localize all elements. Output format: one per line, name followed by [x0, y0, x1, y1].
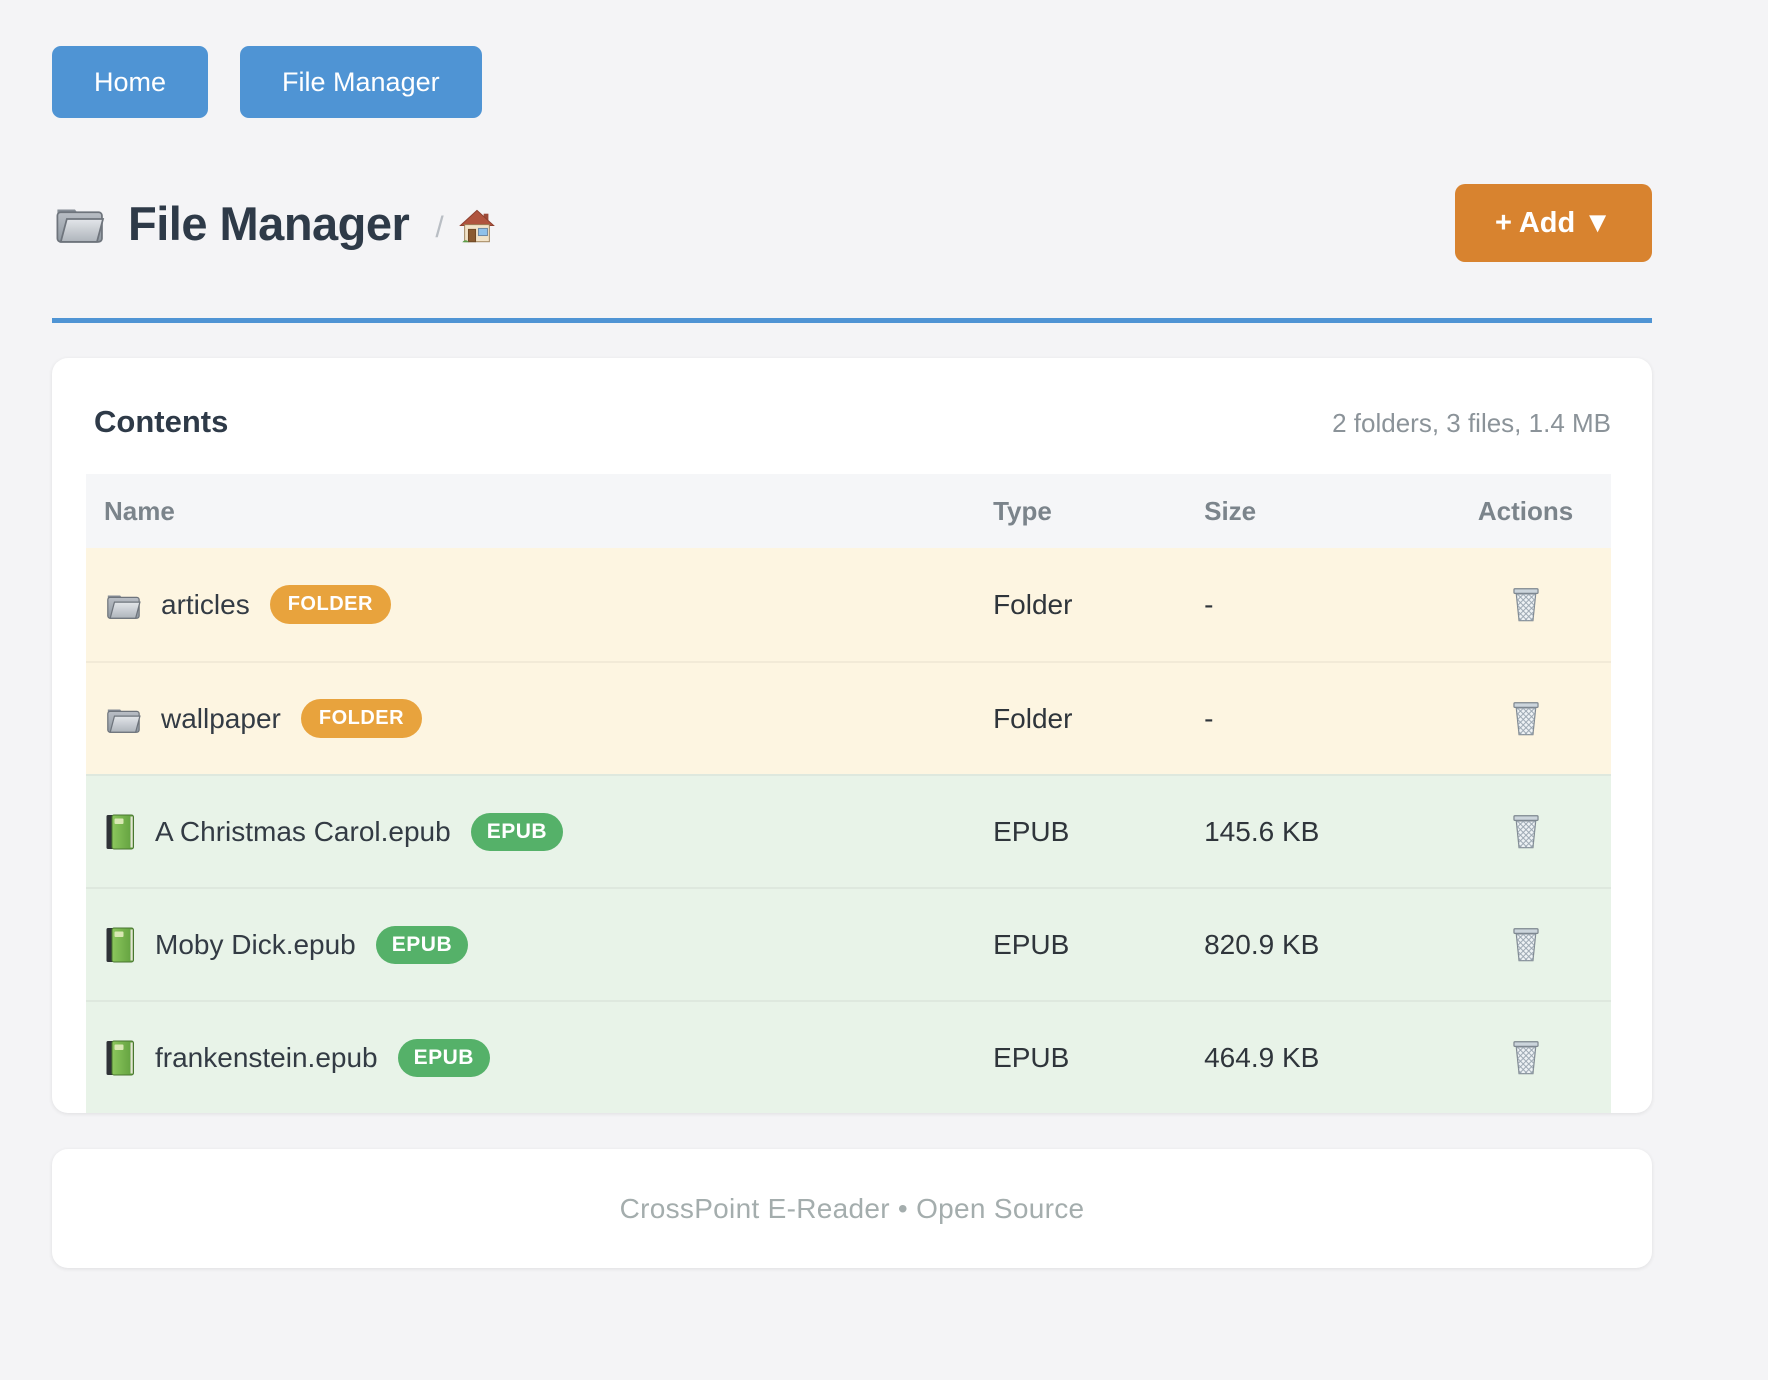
table-header-row: Name Type Size Actions — [86, 474, 1611, 548]
column-header-size: Size — [1204, 495, 1257, 526]
name-cell: articles FOLDER — [86, 585, 975, 624]
trash-icon — [1509, 700, 1543, 737]
delete-button[interactable] — [1505, 922, 1547, 967]
name-cell: A Christmas Carol.epub EPUB — [86, 812, 975, 851]
actions-cell — [1440, 696, 1611, 742]
size-cell: - — [1204, 702, 1214, 734]
delete-button[interactable] — [1505, 809, 1547, 854]
file-name-link[interactable]: A Christmas Carol.epub — [155, 815, 451, 847]
footer-card: CrossPoint E-Reader • Open Source — [52, 1149, 1652, 1268]
breadcrumb-separator: / — [435, 211, 444, 244]
contents-card: Contents 2 folders, 3 files, 1.4 MB Name… — [52, 358, 1652, 1113]
table-row-christmas-carol: A Christmas Carol.epub EPUB EPUB 145.6 K… — [86, 774, 1611, 887]
epub-badge: EPUB — [397, 1038, 490, 1077]
type-cell: EPUB — [993, 928, 1070, 960]
column-header-type: Type — [993, 495, 1052, 526]
table-row-frankenstein: frankenstein.epub EPUB EPUB 464.9 KB — [86, 1000, 1611, 1113]
file-manager-button[interactable]: File Manager — [240, 46, 482, 118]
file-table: Name Type Size Actions articles FOLDER F… — [86, 474, 1611, 1113]
name-cell: wallpaper FOLDER — [86, 699, 975, 738]
file-name-link[interactable]: Moby Dick.epub — [155, 928, 356, 960]
table-row-wallpaper: wallpaper FOLDER Folder - — [86, 661, 1611, 774]
top-nav: Home File Manager — [52, 0, 1652, 118]
contents-title: Contents — [94, 404, 229, 439]
name-cell: frankenstein.epub EPUB — [86, 1038, 975, 1077]
home-breadcrumb-icon[interactable] — [458, 208, 496, 246]
book-icon — [104, 926, 136, 964]
actions-cell — [1440, 1035, 1611, 1081]
contents-card-header: Contents 2 folders, 3 files, 1.4 MB — [52, 358, 1652, 474]
epub-badge: EPUB — [470, 812, 564, 851]
name-cell: Moby Dick.epub EPUB — [86, 925, 975, 964]
home-button[interactable]: Home — [52, 46, 209, 118]
folder-icon — [104, 701, 142, 737]
table-body: articles FOLDER Folder - wallpaper FOLDE… — [86, 548, 1611, 1113]
trash-icon — [1509, 1039, 1543, 1076]
actions-cell — [1440, 809, 1611, 855]
trash-icon — [1509, 586, 1543, 623]
delete-button[interactable] — [1505, 696, 1547, 741]
folder-icon — [52, 200, 106, 246]
size-cell: 145.6 KB — [1204, 815, 1320, 847]
trash-icon — [1509, 813, 1543, 850]
folder-badge: FOLDER — [269, 585, 391, 624]
folder-icon — [104, 587, 142, 623]
file-name-link[interactable]: frankenstein.epub — [155, 1041, 378, 1073]
column-header-actions: Actions — [1477, 495, 1574, 526]
type-cell: Folder — [993, 588, 1073, 620]
size-cell: 820.9 KB — [1204, 928, 1320, 960]
book-icon — [104, 813, 136, 851]
page: Home File Manager File Manager / + Add ▼… — [52, 0, 1652, 1268]
add-button[interactable]: + Add ▼ — [1454, 184, 1652, 262]
file-name-link[interactable]: wallpaper — [161, 702, 281, 734]
actions-cell — [1440, 922, 1611, 968]
actions-cell — [1440, 582, 1611, 628]
page-title: File Manager — [128, 196, 410, 250]
epub-badge: EPUB — [375, 925, 469, 964]
type-cell: Folder — [993, 702, 1073, 734]
book-icon — [104, 1039, 136, 1077]
title-group: File Manager / — [52, 196, 496, 251]
type-cell: EPUB — [993, 1041, 1070, 1073]
column-header-name: Name — [104, 495, 175, 526]
size-cell: 464.9 KB — [1204, 1041, 1320, 1073]
delete-button[interactable] — [1505, 582, 1547, 627]
trash-icon — [1509, 926, 1543, 963]
file-name-link[interactable]: articles — [161, 588, 250, 620]
table-row-moby-dick: Moby Dick.epub EPUB EPUB 820.9 KB — [86, 887, 1611, 1000]
page-header: File Manager / + Add ▼ — [52, 184, 1652, 262]
size-cell: - — [1204, 588, 1214, 620]
delete-button[interactable] — [1505, 1035, 1547, 1080]
contents-summary: 2 folders, 3 files, 1.4 MB — [1332, 408, 1611, 438]
type-cell: EPUB — [993, 815, 1070, 847]
header-divider — [52, 318, 1652, 323]
table-row-articles: articles FOLDER Folder - — [86, 548, 1611, 661]
folder-badge: FOLDER — [300, 699, 423, 738]
footer-text: CrossPoint E-Reader • Open Source — [619, 1192, 1085, 1224]
